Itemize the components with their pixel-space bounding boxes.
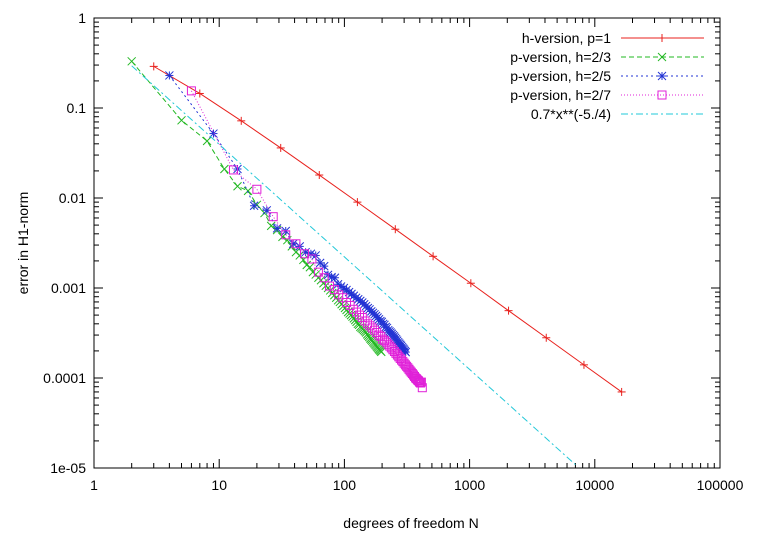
legend-label: p-version, h=2/7 [510, 87, 611, 103]
data-point [299, 249, 309, 259]
data-point [177, 115, 186, 125]
data-point [195, 89, 204, 98]
data-point [249, 201, 259, 211]
y-tick-label: 0.01 [59, 190, 86, 206]
legend-entry: p-version, h=2/5 [510, 68, 704, 84]
data-point [252, 184, 262, 194]
data-point [233, 181, 242, 191]
x-tick-label: 1 [90, 477, 98, 493]
data-point [278, 232, 287, 242]
legend-entry: p-version, h=2/7 [510, 87, 704, 103]
data-point [319, 261, 329, 271]
legend-marker [658, 34, 666, 42]
plot-frame [93, 17, 721, 469]
y-axis-label: error in H1-norm [15, 192, 31, 295]
legend-entry: h-version, p=1 [522, 30, 704, 46]
legend-marker [657, 71, 667, 81]
data-point [237, 116, 246, 125]
series-line [190, 90, 423, 388]
legend-label: p-version, h=2/3 [510, 49, 611, 65]
x-tick-label: 100000 [697, 477, 744, 493]
data-point [429, 252, 438, 261]
series-1 [127, 56, 386, 357]
x-tick-label: 10000 [575, 477, 614, 493]
data-point [542, 333, 551, 342]
data-point [209, 129, 218, 138]
legend-label: h-version, p=1 [522, 30, 611, 46]
legend: h-version, p=1 p-version, h=2/3 p-version,… [510, 30, 704, 122]
data-point [466, 279, 475, 288]
legend-label: 0.7*x**(-5./4) [531, 106, 611, 122]
data-point [415, 378, 425, 388]
data-point [276, 143, 285, 152]
data-point [353, 198, 362, 207]
data-point [617, 387, 626, 396]
legend-entry: 0.7*x**(-5./4) [531, 106, 704, 122]
data-point [352, 307, 362, 317]
y-tick-label: 0.0001 [43, 370, 86, 386]
y-tick-label: 1 [78, 10, 86, 26]
legend-marker [657, 90, 667, 100]
data-point [243, 186, 253, 196]
data-point [357, 313, 367, 323]
x-tick-label: 1000 [454, 477, 485, 493]
series-3 [186, 86, 427, 393]
y-tick-label: 0.001 [51, 280, 86, 296]
data-point [307, 254, 317, 264]
data-point [127, 56, 137, 66]
data-point [149, 62, 158, 71]
data-point [202, 136, 212, 146]
data-point [579, 360, 588, 369]
series-4 [131, 65, 576, 466]
x-tick-label: 10 [211, 477, 227, 493]
data-point [376, 347, 386, 357]
data-point [268, 212, 278, 222]
data-point [348, 304, 358, 314]
series-layer [127, 56, 626, 466]
y-tick-label: 1e-05 [50, 460, 86, 476]
series-line [131, 61, 382, 353]
data-point [391, 225, 400, 234]
y-axis: 1 0.1 0.01 0.001 0.0001 1e-05 [43, 10, 720, 476]
legend-marker [657, 52, 667, 62]
series-0 [149, 62, 626, 396]
data-point [315, 258, 325, 268]
data-point [354, 310, 364, 320]
x-axis: 1 10 100 1000 10000 100000 [90, 18, 744, 493]
legend-label: p-version, h=2/5 [510, 68, 611, 84]
series-line [131, 65, 576, 466]
data-point [228, 165, 238, 175]
data-point [417, 383, 427, 393]
data-point [313, 267, 323, 277]
data-point [416, 377, 426, 387]
data-point [360, 316, 370, 326]
legend-entry: p-version, h=2/3 [510, 49, 704, 65]
data-point [315, 171, 324, 180]
data-point [165, 71, 174, 80]
data-point [291, 239, 301, 249]
data-point [281, 230, 291, 240]
x-axis-label: degrees of freedom N [343, 515, 478, 531]
data-point [220, 164, 229, 174]
data-point [504, 306, 513, 315]
data-point [186, 86, 196, 96]
data-point [305, 262, 315, 272]
y-tick-label: 0.1 [67, 100, 87, 116]
x-tick-label: 100 [333, 477, 357, 493]
data-point [319, 273, 329, 283]
